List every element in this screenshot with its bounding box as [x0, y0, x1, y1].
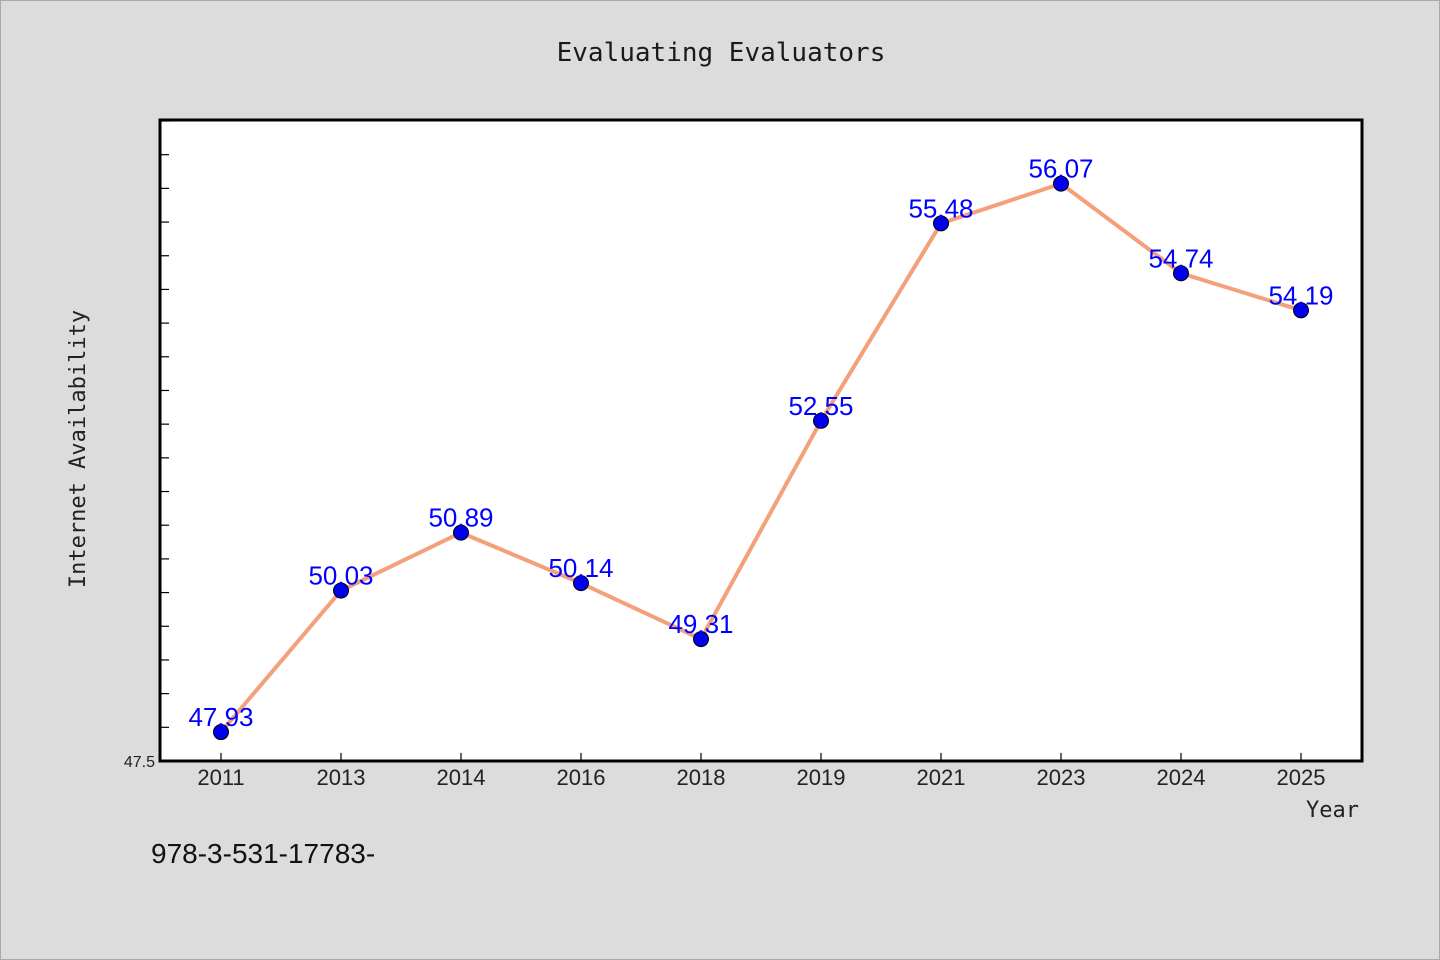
x-tick-label: 2016 [557, 765, 606, 790]
x-tick-label: 2011 [197, 765, 244, 790]
data-label: 56.07 [1028, 154, 1093, 184]
y-axis-ticks: 47.5 [124, 120, 169, 771]
data-label: 54.19 [1268, 280, 1333, 310]
x-tick-label: 2024 [1157, 765, 1206, 790]
x-tick-label: 2013 [317, 765, 366, 790]
series-data-labels: 47.93 50.03 50.89 50.14 49.31 52.55 55.48 56.07… [188, 154, 1333, 732]
data-label: 50.14 [548, 553, 613, 583]
series-lines [219, 181, 1302, 734]
data-label: 50.03 [308, 561, 373, 591]
x-axis-ticks: 2011 2013 2014 2016 2018 2019 2021 2023 2024 2025 [197, 753, 1325, 790]
data-point [573, 575, 589, 592]
x-tick-label: 2014 [437, 765, 486, 790]
x-tick-label: 2021 [917, 765, 966, 790]
data-label: 49.31 [668, 609, 733, 639]
data-label: 55.48 [908, 193, 973, 223]
x-tick-label: 2025 [1277, 765, 1326, 790]
data-point [213, 724, 229, 741]
x-axis-label: Year [1306, 798, 1359, 823]
data-label: 50.89 [428, 503, 493, 533]
footer-code: 978-3-531-17783- [151, 838, 375, 869]
data-point [693, 631, 709, 648]
chart-title: Evaluating Evaluators [557, 38, 886, 68]
x-tick-label: 2018 [677, 765, 726, 790]
y-tick-label: 47.5 [124, 754, 155, 771]
data-point [1173, 265, 1189, 282]
series-line [219, 181, 1302, 734]
x-tick-label: 2023 [1037, 765, 1086, 790]
data-point [933, 215, 949, 232]
data-label: 52.55 [788, 391, 853, 421]
data-point [813, 412, 829, 429]
series-points [213, 175, 1309, 741]
data-point [1293, 302, 1309, 319]
x-tick-label: 2019 [797, 765, 846, 790]
data-label: 47.93 [188, 702, 253, 732]
plot-area [158, 118, 1364, 763]
data-label: 54.74 [1148, 243, 1213, 273]
data-point [333, 582, 349, 599]
data-point [1053, 175, 1069, 192]
data-point [453, 524, 469, 541]
y-axis-label: Internet Availability [66, 310, 91, 588]
